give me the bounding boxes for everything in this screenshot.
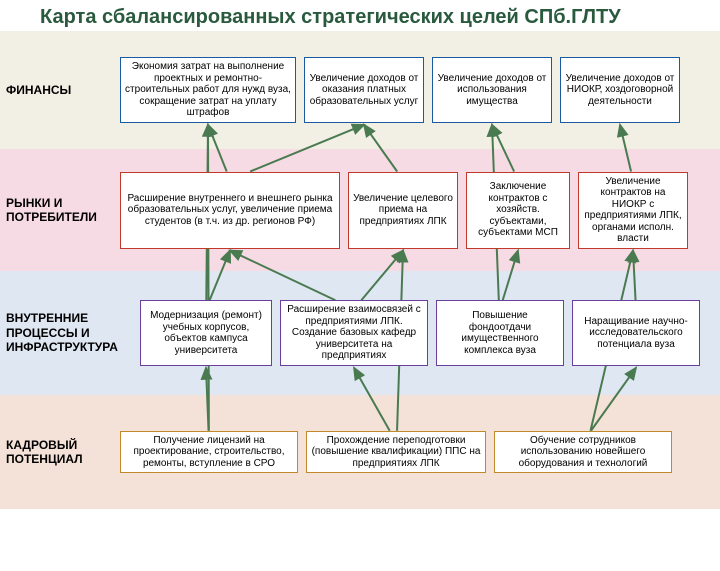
row-boxes-markets: Расширение внутреннего и внешнего рынка … bbox=[120, 164, 720, 257]
row-markets: РЫНКИ И ПОТРЕБИТЕЛИРасширение внутреннег… bbox=[0, 149, 720, 271]
row-processes: ВНУТРЕННИЕ ПРОЦЕССЫ И ИНФРАСТРУКТУРА Моде… bbox=[0, 271, 720, 395]
box-m4: Увеличение контрактов на НИОКР с предпри… bbox=[578, 172, 688, 249]
row-hr: КАДРОВЫЙ ПОТЕНЦИАЛПолучение лицензий на … bbox=[0, 395, 720, 509]
row-boxes-finance: Экономия затрат на выполнение проектных … bbox=[120, 49, 720, 131]
box-f4: Увеличение доходов от НИОКР, хоздоговорн… bbox=[560, 57, 680, 123]
box-p3: Повышение фондоотдачи имущественного ком… bbox=[436, 300, 564, 366]
diagram-content: ФИНАНСЫЭкономия затрат на выполнение про… bbox=[0, 31, 720, 521]
box-f3: Увеличение доходов от использования имущ… bbox=[432, 57, 552, 123]
box-f2: Увеличение доходов от оказания платных о… bbox=[304, 57, 424, 123]
row-boxes-processes: Модернизация (ремонт) учебных корпусов, … bbox=[120, 292, 720, 374]
box-h2: Прохождение переподготовки (повышение кв… bbox=[306, 431, 486, 474]
row-finance: ФИНАНСЫЭкономия затрат на выполнение про… bbox=[0, 31, 720, 149]
box-h1: Получение лицензий на проектирование, ст… bbox=[120, 431, 298, 474]
box-m1: Расширение внутреннего и внешнего рынка … bbox=[120, 172, 340, 249]
box-f1: Экономия затрат на выполнение проектных … bbox=[120, 57, 296, 123]
box-p4: Наращивание научно-исследовательского по… bbox=[572, 300, 700, 366]
box-m2: Увеличение целевого приема на предприяти… bbox=[348, 172, 458, 249]
box-h3: Обучение сотрудников использованию новей… bbox=[494, 431, 672, 474]
row-boxes-hr: Получение лицензий на проектирование, ст… bbox=[120, 423, 720, 482]
row-label-hr: КАДРОВЫЙ ПОТЕНЦИАЛ bbox=[0, 438, 120, 467]
row-label-markets: РЫНКИ И ПОТРЕБИТЕЛИ bbox=[0, 196, 120, 225]
box-p1: Модернизация (ремонт) учебных корпусов, … bbox=[140, 300, 272, 366]
row-label-processes: ВНУТРЕННИЕ ПРОЦЕССЫ И ИНФРАСТРУКТУРА bbox=[0, 311, 120, 354]
box-m3: Заключение контрактов с хозяйств. субъек… bbox=[466, 172, 570, 249]
row-label-finance: ФИНАНСЫ bbox=[0, 83, 120, 97]
box-p2: Расширение взаимосвязей с предприятиями … bbox=[280, 300, 428, 366]
page-title: Карта сбалансированных стратегических це… bbox=[0, 0, 720, 31]
